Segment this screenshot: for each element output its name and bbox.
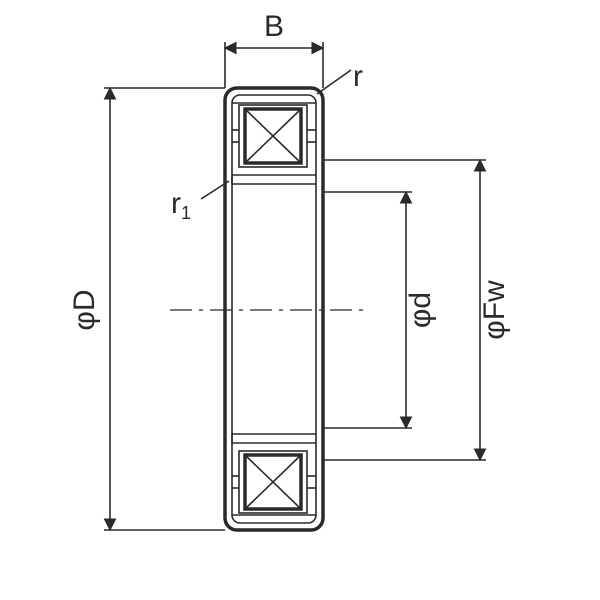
label-B: B [264, 10, 284, 43]
label-Fw: φFw [478, 280, 511, 340]
label-r1: r1 [171, 187, 191, 223]
bearing-cross-section-diagram: Br r1 φD φd φFw [0, 0, 600, 600]
label-D: φD [68, 289, 101, 330]
label-r: r [353, 60, 363, 93]
label-d: φd [404, 292, 437, 328]
leader-r [317, 70, 351, 94]
